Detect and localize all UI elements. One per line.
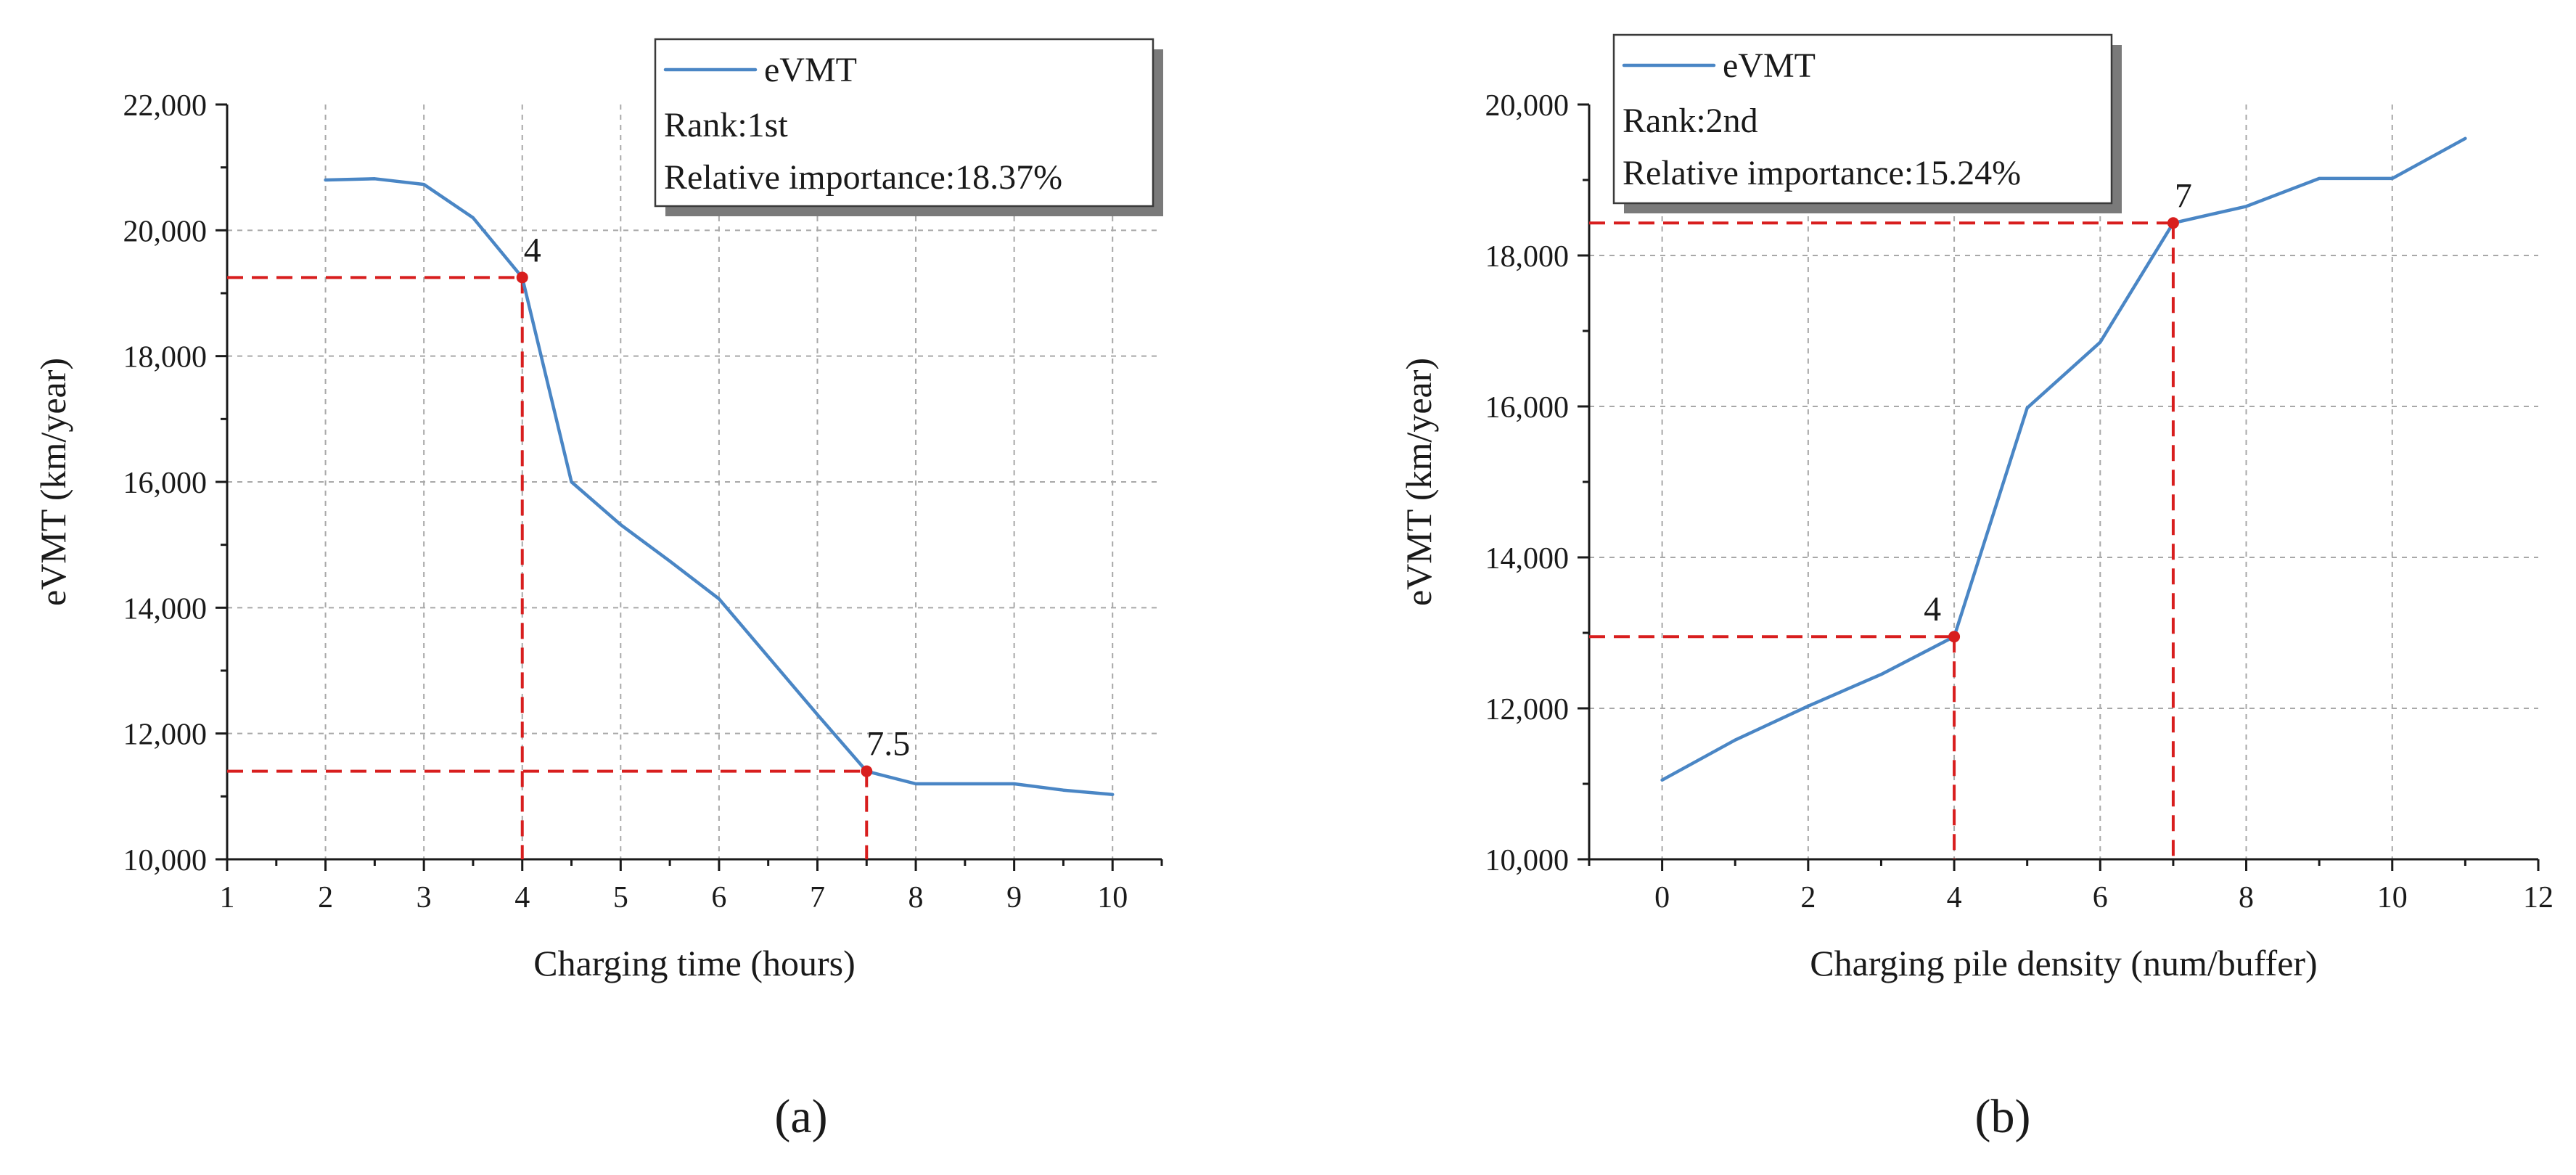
y-tick-label: 10,000 bbox=[123, 844, 208, 877]
x-tick-label: 10 bbox=[2377, 881, 2408, 914]
x-tick-label: 3 bbox=[417, 881, 432, 914]
x-axis-title: Charging pile density (num/buffer) bbox=[1810, 943, 2317, 983]
y-tick-label: 16,000 bbox=[1485, 391, 1570, 425]
x-tick-label: 5 bbox=[613, 881, 628, 914]
x-tick-label: 8 bbox=[908, 881, 924, 914]
y-tick-label: 20,000 bbox=[1485, 89, 1570, 123]
y-tick-label: 10,000 bbox=[1485, 844, 1570, 877]
highlight-label: 7.5 bbox=[866, 725, 910, 763]
x-tick-label: 2 bbox=[318, 881, 333, 914]
y-axis-title: eVMT (km/year) bbox=[1398, 358, 1439, 606]
y-tick-label: 12,000 bbox=[123, 718, 208, 752]
legend-series-label: eVMT bbox=[764, 51, 857, 89]
y-axis-title: eVMT (km/year) bbox=[33, 358, 73, 606]
x-tick-label: 4 bbox=[1947, 881, 1962, 914]
y-tick-label: 20,000 bbox=[123, 215, 208, 248]
highlight-label: 4 bbox=[1924, 590, 1941, 629]
x-tick-label: 7 bbox=[810, 881, 825, 914]
chart-panel-b: 0 2 4 6 8 10 12 10,000 12,000 14,000 16,000 18,000 2… bbox=[1398, 33, 2554, 1143]
x-tick-label: 8 bbox=[2239, 881, 2254, 914]
x-tick-label: 6 bbox=[711, 881, 726, 914]
highlight-point bbox=[2167, 217, 2179, 229]
highlight-point bbox=[861, 765, 873, 777]
y-tick-label: 12,000 bbox=[1485, 693, 1570, 726]
series-line-evmt bbox=[1660, 136, 2467, 782]
y-tick-label: 18,000 bbox=[1485, 240, 1570, 274]
y-tick-label: 14,000 bbox=[1485, 542, 1570, 576]
y-tick-label: 16,000 bbox=[123, 467, 208, 500]
highlight-point bbox=[516, 271, 528, 284]
x-tick-label: 9 bbox=[1006, 881, 1022, 914]
panel-label: (b) bbox=[1975, 1090, 2031, 1143]
chart-panel-a: 1 2 3 4 5 6 7 8 9 10 10,000 12,000 14,000 16,000 18,00… bbox=[33, 38, 1163, 1143]
x-tick-label: 10 bbox=[1097, 881, 1128, 914]
x-tick-label: 4 bbox=[514, 881, 530, 914]
legend-importance: Relative importance:18.37% bbox=[664, 158, 1062, 197]
legend-rank: Rank:1st bbox=[664, 106, 788, 144]
series-line-evmt bbox=[324, 177, 1115, 796]
legend-box bbox=[654, 38, 1154, 208]
legend-series-label: eVMT bbox=[1723, 46, 1816, 85]
highlight-label: 7 bbox=[2175, 176, 2192, 215]
y-tick-label: 22,000 bbox=[123, 89, 208, 123]
panel-label: (a) bbox=[774, 1090, 827, 1143]
y-tick-label: 18,000 bbox=[123, 341, 208, 374]
x-tick-label: 12 bbox=[2523, 881, 2554, 914]
legend-box bbox=[1612, 33, 2113, 205]
legend: eVMT Rank:1st Relative importance:18.37% bbox=[654, 38, 1163, 216]
highlight-point bbox=[1948, 631, 1961, 643]
legend-importance: Relative importance:15.24% bbox=[1623, 154, 2021, 192]
legend-rank: Rank:2nd bbox=[1623, 102, 1758, 140]
x-axis-title: Charging time (hours) bbox=[533, 943, 855, 983]
x-tick-label: 1 bbox=[220, 881, 235, 914]
y-tick-label: 14,000 bbox=[123, 592, 208, 626]
highlight-label: 4 bbox=[524, 231, 541, 269]
x-tick-label: 6 bbox=[2093, 881, 2108, 914]
x-tick-label: 2 bbox=[1800, 881, 1816, 914]
x-tick-label: 0 bbox=[1654, 881, 1670, 914]
legend: eVMT Rank:2nd Relative importance:15.24% bbox=[1612, 33, 2122, 213]
